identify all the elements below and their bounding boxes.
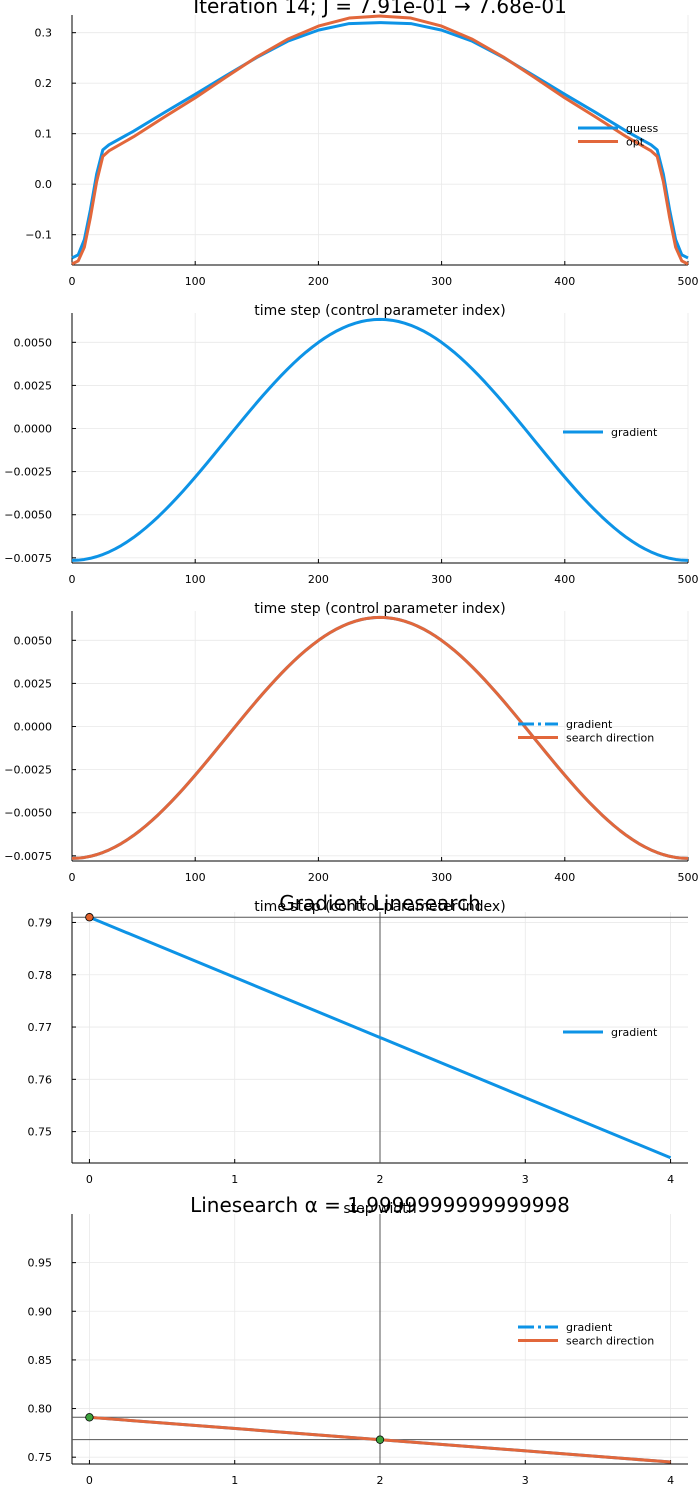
chart-panel-1: 0 100 200 300 400 500 −0.1 0.0 0.1 0.2 0.3 guessopt… xyxy=(25,0,698,319)
y-tick-label: 0.90 xyxy=(28,1305,53,1318)
x-tick-label: 0 xyxy=(69,275,76,288)
y-tick-label: 0.0 xyxy=(35,178,53,191)
x-axis-label: time step (control parameter index) xyxy=(254,303,505,319)
x-tick-label: 500 xyxy=(678,871,699,884)
x-tick-label: 2 xyxy=(377,1173,384,1186)
y-tick-label: −0.0025 xyxy=(4,466,52,479)
y-tick-label: −0.0075 xyxy=(4,552,52,565)
x-tick-label: 400 xyxy=(554,275,575,288)
chart-title: Linesearch α = 1.9999999999999998 xyxy=(190,1193,570,1217)
y-tick-label: 0.0025 xyxy=(14,677,53,690)
y-tick-label: 0.1 xyxy=(35,128,53,141)
legend-label: search direction xyxy=(566,1335,654,1348)
legend-label: gradient xyxy=(566,718,613,731)
y-tick-label: 0.0000 xyxy=(14,423,53,436)
x-axis-label: time step (control parameter index) xyxy=(254,601,505,617)
y-tick-label: −0.0025 xyxy=(4,764,52,777)
y-tick-label: 0.77 xyxy=(28,1021,53,1034)
legend-label: search direction xyxy=(566,732,654,745)
y-tick-label: −0.0050 xyxy=(4,807,52,820)
x-tick-label: 300 xyxy=(431,871,452,884)
x-tick-label: 300 xyxy=(431,573,452,586)
legend-label: gradient xyxy=(566,1321,613,1334)
x-tick-label: 400 xyxy=(554,573,575,586)
chart-title: Gradient Linesearch xyxy=(279,891,481,915)
x-tick-label: 100 xyxy=(185,275,206,288)
x-tick-label: 4 xyxy=(667,1173,674,1186)
x-tick-label: 200 xyxy=(308,573,329,586)
x-tick-label: 400 xyxy=(554,871,575,884)
x-tick-label: 0 xyxy=(69,573,76,586)
y-tick-label: −0.0050 xyxy=(4,509,52,522)
x-tick-label: 2 xyxy=(377,1474,384,1487)
chart-title: Iteration 14; J = 7.91e-01 → 7.68e-01 xyxy=(193,0,567,18)
x-tick-label: 500 xyxy=(678,573,699,586)
y-tick-label: 0.0000 xyxy=(14,721,53,734)
legend-label: gradient xyxy=(611,426,658,439)
y-tick-label: 0.75 xyxy=(28,1451,53,1464)
x-tick-label: 3 xyxy=(522,1474,529,1487)
x-tick-label: 300 xyxy=(431,275,452,288)
series-line-guess xyxy=(71,21,689,260)
y-tick-label: 0.75 xyxy=(28,1126,53,1139)
x-tick-label: 500 xyxy=(678,275,699,288)
y-tick-label: 0.95 xyxy=(28,1257,53,1270)
y-tick-label: 0.85 xyxy=(28,1354,53,1367)
legend-label: guess xyxy=(626,122,658,135)
x-tick-label: 4 xyxy=(667,1474,674,1487)
y-tick-label: 0.0050 xyxy=(14,336,53,349)
y-tick-label: 0.80 xyxy=(28,1403,53,1416)
x-tick-label: 200 xyxy=(308,275,329,288)
y-tick-label: 0.79 xyxy=(28,916,53,929)
x-tick-label: 100 xyxy=(185,871,206,884)
x-tick-label: 1 xyxy=(231,1173,238,1186)
y-tick-label: 0.0050 xyxy=(14,634,53,647)
y-tick-label: 0.0025 xyxy=(14,379,53,392)
x-tick-label: 200 xyxy=(308,871,329,884)
x-tick-label: 0 xyxy=(86,1173,93,1186)
y-tick-label: −0.1 xyxy=(25,229,52,242)
chart-panel-2: 0 100 200 300 400 500 −0.0075 −0.0050 −0.0025 0.0… xyxy=(4,313,699,617)
series-line-search-direction xyxy=(71,615,689,860)
series-line-opt xyxy=(71,14,689,266)
y-tick-label: 0.2 xyxy=(35,77,53,90)
y-tick-label: 0.76 xyxy=(28,1073,53,1086)
x-axis-label: step width xyxy=(343,1201,416,1217)
y-tick-label: −0.0075 xyxy=(4,850,52,863)
series-line-gradient xyxy=(71,317,689,562)
chart-panel-3: 0 100 200 300 400 500 −0.0075 −0.0050 −0.0025 0.0… xyxy=(4,611,699,915)
legend-label: gradient xyxy=(611,1026,658,1039)
x-axis-label: time step (control parameter index) xyxy=(254,899,505,915)
x-tick-label: 0 xyxy=(86,1474,93,1487)
data-point-marker xyxy=(375,1435,385,1444)
legend-label: opt xyxy=(626,136,645,149)
x-tick-label: 0 xyxy=(69,871,76,884)
y-tick-label: 0.3 xyxy=(35,27,53,40)
chart-panel-5: 0 1 2 3 4 0.75 0.80 0.85 0.90 0.95 gradientsearch … xyxy=(28,1193,688,1487)
series-line-gradient xyxy=(88,915,672,1160)
x-tick-label: 3 xyxy=(522,1173,529,1186)
data-point-marker xyxy=(85,1413,94,1422)
x-tick-label: 100 xyxy=(185,573,206,586)
x-tick-label: 1 xyxy=(231,1474,238,1487)
chart-panel-4: 0 1 2 3 4 0.75 0.76 0.77 0.78 0.79 gradient Gradien… xyxy=(28,891,688,1217)
data-point-marker xyxy=(85,913,94,922)
y-tick-label: 0.78 xyxy=(28,969,53,982)
